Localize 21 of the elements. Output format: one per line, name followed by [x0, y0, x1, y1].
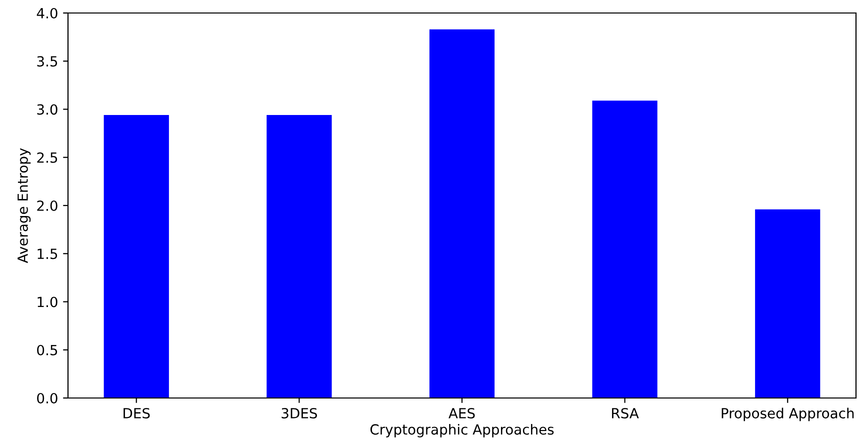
y-tick-label: 0.5: [37, 344, 58, 356]
y-tick-label: 2.0: [37, 200, 58, 211]
y-tick-label: 1.5: [38, 248, 58, 260]
x-tick-label: Proposed Approach: [722, 408, 854, 422]
bar: [592, 100, 658, 398]
x-tick-label: RSA: [612, 408, 639, 418]
y-axis-title: Average Entropy: [18, 148, 31, 264]
y-tick-label: 3.0: [37, 104, 58, 115]
x-tick-label: AES: [448, 408, 475, 418]
y-tick-label: 1.0: [38, 296, 58, 308]
y-tick-label: 3.5: [37, 56, 58, 67]
bar: [429, 29, 495, 398]
x-tick-label: DES: [124, 408, 150, 418]
y-tick-label: 2.5: [37, 152, 58, 163]
y-tick-label: 4.0: [36, 8, 58, 18]
bar: [755, 209, 820, 398]
x-tick-label: 3DES: [282, 408, 317, 418]
bar: [266, 115, 332, 398]
x-axis-title: Cryptographic Approaches: [370, 424, 554, 438]
y-tick-label: 0.0: [37, 392, 58, 404]
bar: [104, 115, 169, 398]
